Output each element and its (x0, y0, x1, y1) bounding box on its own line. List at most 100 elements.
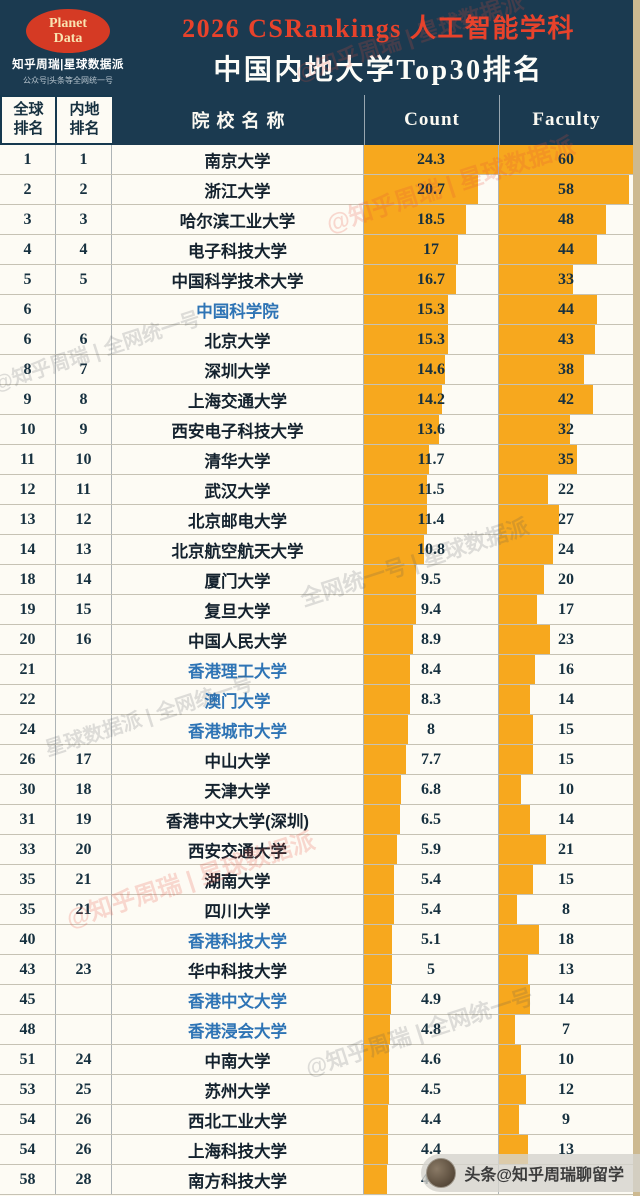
global-rank-cell: 10 (0, 415, 56, 444)
mainland-rank-cell: 7 (56, 355, 112, 384)
faculty-value: 16 (558, 660, 574, 678)
table-row: 19 15 复旦大学 9.4 17 (0, 595, 633, 625)
faculty-cell: 14 (499, 805, 633, 834)
faculty-value: 58 (558, 180, 574, 198)
table-row: 5 5 中国科学技术大学 16.7 33 (0, 265, 633, 295)
count-cell: 5 (364, 955, 499, 984)
faculty-value: 60 (558, 150, 574, 168)
table-row: 11 10 清华大学 11.7 35 (0, 445, 633, 475)
count-value: 10.8 (417, 540, 445, 558)
count-bar (364, 325, 449, 354)
faculty-value: 44 (558, 240, 574, 258)
count-cell: 4.4 (364, 1105, 499, 1134)
faculty-bar (499, 925, 540, 954)
faculty-bar (499, 295, 598, 324)
faculty-bar (499, 535, 553, 564)
faculty-bar (499, 175, 629, 204)
faculty-cell: 21 (499, 835, 633, 864)
faculty-value: 20 (558, 570, 574, 588)
university-name: 四川大学 (112, 895, 364, 924)
count-cell: 8.3 (364, 685, 499, 714)
count-value: 11.4 (417, 510, 445, 528)
table-row: 2 2 浙江大学 20.7 58 (0, 175, 633, 205)
count-bar (364, 1015, 391, 1044)
faculty-value: 15 (558, 870, 574, 888)
faculty-cell: 38 (499, 355, 633, 384)
global-rank-cell: 14 (0, 535, 56, 564)
faculty-value: 14 (558, 810, 574, 828)
logo-block: Planet Data 知乎周瑞|星球数据派 公众号|头条等全网统一号 (6, 9, 130, 86)
table-row: 4 4 电子科技大学 17 44 (0, 235, 633, 265)
table-row: 43 23 华中科技大学 5 13 (0, 955, 633, 985)
mainland-rank-cell: 14 (56, 565, 112, 594)
university-name: 深圳大学 (112, 355, 364, 384)
mainland-rank-cell: 3 (56, 205, 112, 234)
mainland-rank-cell (56, 1015, 112, 1044)
university-name: 西北工业大学 (112, 1105, 364, 1134)
table-row: 6 中国科学院 15.3 44 (0, 295, 633, 325)
table-row: 24 香港城市大学 8 15 (0, 715, 633, 745)
count-value: 15.3 (417, 330, 445, 348)
faculty-bar (499, 235, 598, 264)
faculty-cell: 58 (499, 175, 633, 204)
faculty-value: 42 (558, 390, 574, 408)
faculty-value: 23 (558, 630, 574, 648)
count-cell: 4.9 (364, 985, 499, 1014)
mainland-rank-cell: 10 (56, 445, 112, 474)
faculty-cell: 16 (499, 655, 633, 684)
global-rank-cell: 18 (0, 565, 56, 594)
count-value: 5.9 (421, 840, 441, 858)
count-value: 11.5 (417, 480, 445, 498)
right-edge-strip (633, 0, 640, 1196)
global-rank-cell: 20 (0, 625, 56, 654)
faculty-bar (499, 835, 546, 864)
table-row: 14 13 北京航空航天大学 10.8 24 (0, 535, 633, 565)
count-value: 5.1 (421, 930, 441, 948)
table-row: 10 9 西安电子科技大学 13.6 32 (0, 415, 633, 445)
faculty-cell: 27 (499, 505, 633, 534)
table-row: 21 香港理工大学 8.4 16 (0, 655, 633, 685)
mainland-rank-cell: 9 (56, 415, 112, 444)
faculty-cell: 15 (499, 865, 633, 894)
faculty-cell: 17 (499, 595, 633, 624)
faculty-value: 13 (558, 960, 574, 978)
faculty-bar (499, 265, 573, 294)
global-rank-cell: 3 (0, 205, 56, 234)
global-rank-cell: 9 (0, 385, 56, 414)
brand-subtitle: 公众号|头条等全网统一号 (22, 76, 114, 85)
count-value: 6.5 (421, 810, 441, 828)
count-bar (364, 565, 417, 594)
count-value: 4.5 (421, 1080, 441, 1098)
count-bar (364, 415, 439, 444)
mainland-rank-cell: 23 (56, 955, 112, 984)
faculty-bar (499, 625, 551, 654)
table-row: 33 20 西安交通大学 5.9 21 (0, 835, 633, 865)
count-cell: 16.7 (364, 265, 499, 294)
count-cell: 11.7 (364, 445, 499, 474)
table-row: 26 17 中山大学 7.7 15 (0, 745, 633, 775)
table-row: 45 香港中文大学 4.9 14 (0, 985, 633, 1015)
faculty-cell: 35 (499, 445, 633, 474)
mainland-rank-cell: 5 (56, 265, 112, 294)
faculty-value: 7 (562, 1020, 570, 1038)
count-cell: 11.5 (364, 475, 499, 504)
count-cell: 8.4 (364, 655, 499, 684)
count-bar (364, 1075, 389, 1104)
table-row: 9 8 上海交通大学 14.2 42 (0, 385, 633, 415)
faculty-bar (499, 475, 549, 504)
global-rank-cell: 22 (0, 685, 56, 714)
count-cell: 5.4 (364, 895, 499, 924)
count-bar (364, 175, 479, 204)
count-bar (364, 745, 407, 774)
global-rank-cell: 35 (0, 865, 56, 894)
poster-header: Planet Data 知乎周瑞|星球数据派 公众号|头条等全网统一号 2026… (0, 0, 633, 95)
global-rank-cell: 30 (0, 775, 56, 804)
table-row: 18 14 厦门大学 9.5 20 (0, 565, 633, 595)
count-value: 5.4 (421, 870, 441, 888)
author-avatar (426, 1158, 457, 1188)
global-rank-cell: 53 (0, 1075, 56, 1104)
global-rank-cell: 21 (0, 655, 56, 684)
faculty-bar (499, 385, 593, 414)
university-name: 北京大学 (112, 325, 364, 354)
university-name: 香港科技大学 (112, 925, 364, 954)
